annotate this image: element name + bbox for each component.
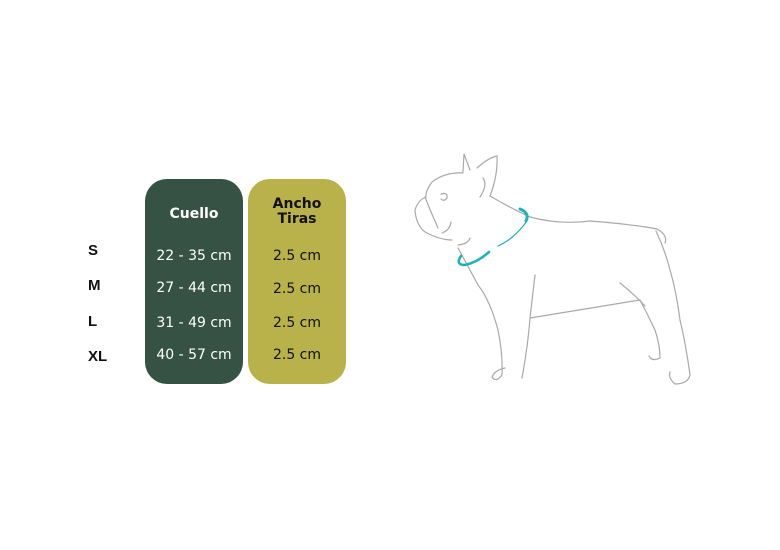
neck-value-xl: 40 - 57 cm (156, 347, 232, 363)
size-label-xl: XL (88, 348, 108, 365)
size-label-l: L (88, 313, 98, 330)
strap-value-xl: 2.5 cm (272, 347, 322, 363)
neck-header: Cuello (169, 206, 219, 222)
neck-value-s: 22 - 35 cm (156, 248, 232, 264)
dog-outline (414, 153, 691, 385)
strap-width-column: Ancho Tiras 2.5 cm 2.5 cm 2.5 cm 2.5 cm (248, 179, 346, 384)
size-label-m: M (88, 277, 101, 294)
size-label-s: S (88, 242, 99, 259)
strap-header-line2: Tiras (277, 211, 317, 227)
strap-value-l: 2.5 cm (272, 315, 322, 331)
strap-value-s: 2.5 cm (272, 248, 322, 264)
neck-value-m: 27 - 44 cm (156, 280, 232, 296)
neck-value-l: 31 - 49 cm (156, 315, 232, 331)
strap-header-line1: Ancho (272, 196, 322, 212)
strap-value-m: 2.5 cm (272, 281, 322, 297)
collar-measure-icon (457, 207, 529, 267)
neck-column: Cuello 22 - 35 cm 27 - 44 cm 31 - 49 cm … (145, 179, 243, 384)
